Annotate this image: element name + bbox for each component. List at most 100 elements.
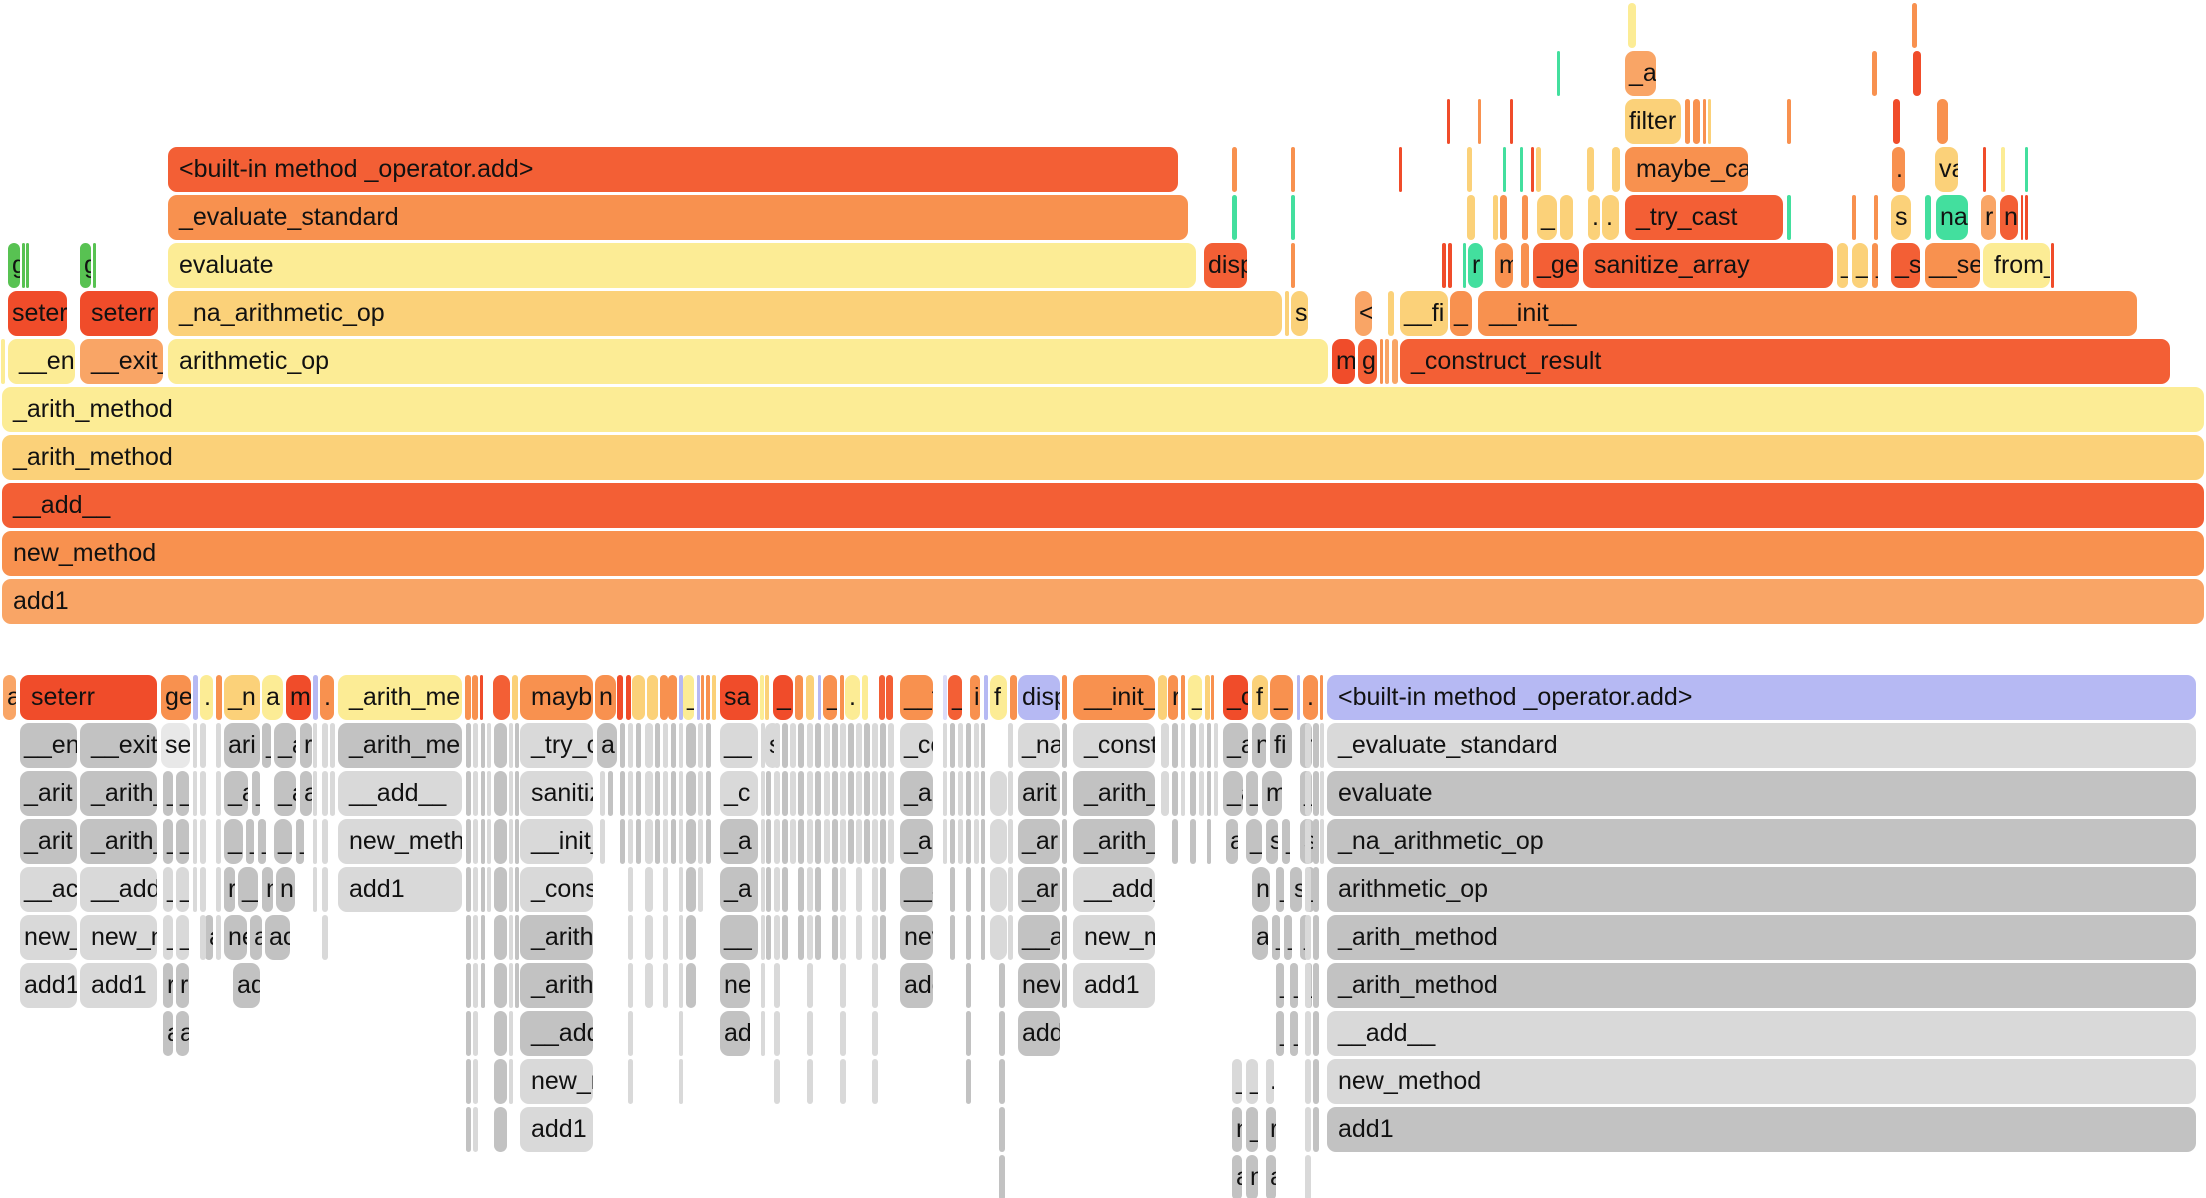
- frame-sliver[interactable]: [706, 675, 710, 720]
- frame-sliver[interactable]: [864, 771, 870, 816]
- frame-sliver[interactable]: [1305, 1107, 1311, 1152]
- frame-sliver[interactable]: [795, 675, 803, 720]
- frame-sliver[interactable]: [880, 723, 886, 768]
- frame-sliver[interactable]: [473, 771, 478, 816]
- frame-sliver[interactable]: __: [720, 915, 758, 960]
- frame-sliver[interactable]: [1172, 723, 1178, 768]
- frame-sliver[interactable]: [1214, 723, 1218, 768]
- frame-s[interactable]: s: [1290, 867, 1302, 912]
- frame-sliver[interactable]: [473, 915, 478, 960]
- frame-sliver[interactable]: [807, 867, 813, 912]
- frame-sliver[interactable]: [686, 771, 696, 816]
- frame-sliver[interactable]: [1703, 99, 1706, 144]
- frame-sliver[interactable]: [216, 771, 221, 816]
- frame-add1[interactable]: add1: [338, 867, 462, 912]
- frame-m[interactable]: m: [1262, 771, 1282, 816]
- frame-sliver[interactable]: [494, 819, 507, 864]
- frame-evaluate[interactable]: evaluate: [1327, 771, 2196, 816]
- frame-sliver[interactable]: [617, 675, 623, 720]
- frame-sliver[interactable]: [1305, 1059, 1311, 1104]
- frame-sliver[interactable]: [1181, 771, 1185, 816]
- frame-sliver[interactable]: _: [176, 819, 189, 864]
- frame-sliver[interactable]: [628, 1011, 633, 1056]
- frame-maybe-cast-t[interactable]: maybe_cast_t: [1625, 147, 1748, 192]
- frame-sliver[interactable]: [322, 819, 328, 864]
- frame-sliver[interactable]: [679, 867, 683, 912]
- frame-add[interactable]: __add__: [1327, 1011, 2196, 1056]
- frame-sliver[interactable]: [766, 867, 771, 912]
- frame-sliver[interactable]: [872, 723, 878, 768]
- frame-sliver[interactable]: [515, 915, 519, 960]
- frame-sliver[interactable]: [840, 1011, 846, 1056]
- frame-sliver[interactable]: [1925, 195, 1931, 240]
- frame-sliver[interactable]: [872, 963, 878, 1008]
- frame-sliver[interactable]: [815, 915, 821, 960]
- frame-sliver[interactable]: [880, 819, 886, 864]
- frame-sliver[interactable]: [782, 915, 788, 960]
- frame-sliver[interactable]: [193, 675, 198, 720]
- frame-sliver[interactable]: [966, 1011, 971, 1056]
- frame-sliver[interactable]: [686, 819, 696, 864]
- frame-add[interactable]: __add: [520, 1011, 593, 1056]
- frame-disp[interactable]: disp: [1204, 243, 1247, 288]
- frame-add[interactable]: __add__: [2, 483, 2204, 528]
- frame-sliver[interactable]: [966, 771, 971, 816]
- frame-arith[interactable]: _arith: [520, 915, 593, 960]
- frame-r[interactable]: r: [1981, 195, 1996, 240]
- frame-sliver[interactable]: [872, 915, 878, 960]
- frame-sliver[interactable]: [815, 867, 821, 912]
- frame-sliver[interactable]: <: [1355, 291, 1372, 336]
- frame-sliver[interactable]: [765, 675, 769, 720]
- frame-sliver[interactable]: [950, 915, 955, 960]
- frame-sliver[interactable]: [950, 723, 955, 768]
- frame-add1[interactable]: add1: [80, 963, 157, 1008]
- frame-sliver[interactable]: [807, 771, 813, 816]
- frame-sliver[interactable]: [974, 771, 979, 816]
- frame-arithmetic-op[interactable]: arithmetic_op: [1327, 867, 2196, 912]
- frame-sliver[interactable]: [1291, 243, 1295, 288]
- frame-sliver[interactable]: [473, 963, 478, 1008]
- frame-sliver[interactable]: [494, 771, 507, 816]
- frame-new-method[interactable]: new_method: [2, 531, 2204, 576]
- frame-new[interactable]: new_: [20, 915, 77, 960]
- frame-maybe[interactable]: maybe: [520, 675, 593, 720]
- frame-sliver[interactable]: [880, 915, 886, 960]
- frame-sliver[interactable]: [1313, 771, 1319, 816]
- frame-n[interactable]: n: [1252, 723, 1266, 768]
- frame-sliver[interactable]: [93, 243, 96, 288]
- frame-sliver[interactable]: _: [246, 819, 254, 864]
- frame-sliver[interactable]: _: [176, 867, 189, 912]
- frame-arith-me[interactable]: _arith_me: [338, 675, 462, 720]
- frame-sliver[interactable]: _: [163, 867, 173, 912]
- frame-arith[interactable]: _arith_: [1073, 771, 1155, 816]
- frame-sliver[interactable]: [671, 771, 676, 816]
- frame-a[interactable]: a: [176, 1011, 189, 1056]
- frame-sliver[interactable]: [888, 819, 894, 864]
- frame-a[interactable]: a: [262, 675, 283, 720]
- frame-se[interactable]: se: [161, 723, 190, 768]
- frame-sliver[interactable]: [824, 819, 830, 864]
- frame-sliver[interactable]: [840, 1059, 846, 1104]
- frame-a[interactable]: __a: [900, 867, 933, 912]
- frame-sliver[interactable]: [493, 675, 510, 720]
- frame-sliver[interactable]: [761, 771, 765, 816]
- frame-add1[interactable]: add1: [2, 579, 2204, 624]
- frame-sliver[interactable]: [216, 867, 221, 912]
- frame-n[interactable]: n: [262, 867, 273, 912]
- frame-sliver[interactable]: [880, 867, 886, 912]
- frame-sliver[interactable]: [628, 771, 633, 816]
- frame-sliver[interactable]: [815, 819, 821, 864]
- frame-nc[interactable]: nc: [1252, 867, 1270, 912]
- frame-sliver[interactable]: [1190, 819, 1196, 864]
- frame-sliver[interactable]: [679, 963, 683, 1008]
- frame-sliver[interactable]: [984, 675, 988, 720]
- frame-sliver[interactable]: [981, 771, 985, 816]
- frame-sliver[interactable]: [943, 675, 947, 720]
- frame-sliver[interactable]: _: [1272, 915, 1280, 960]
- frame-sliver[interactable]: [879, 675, 885, 720]
- frame-a[interactable]: a: [1226, 819, 1238, 864]
- frame-nev[interactable]: nev: [1018, 963, 1060, 1008]
- frame-sliver[interactable]: [1232, 195, 1237, 240]
- frame-sliver[interactable]: [26, 243, 29, 288]
- frame-sliver[interactable]: [636, 723, 641, 768]
